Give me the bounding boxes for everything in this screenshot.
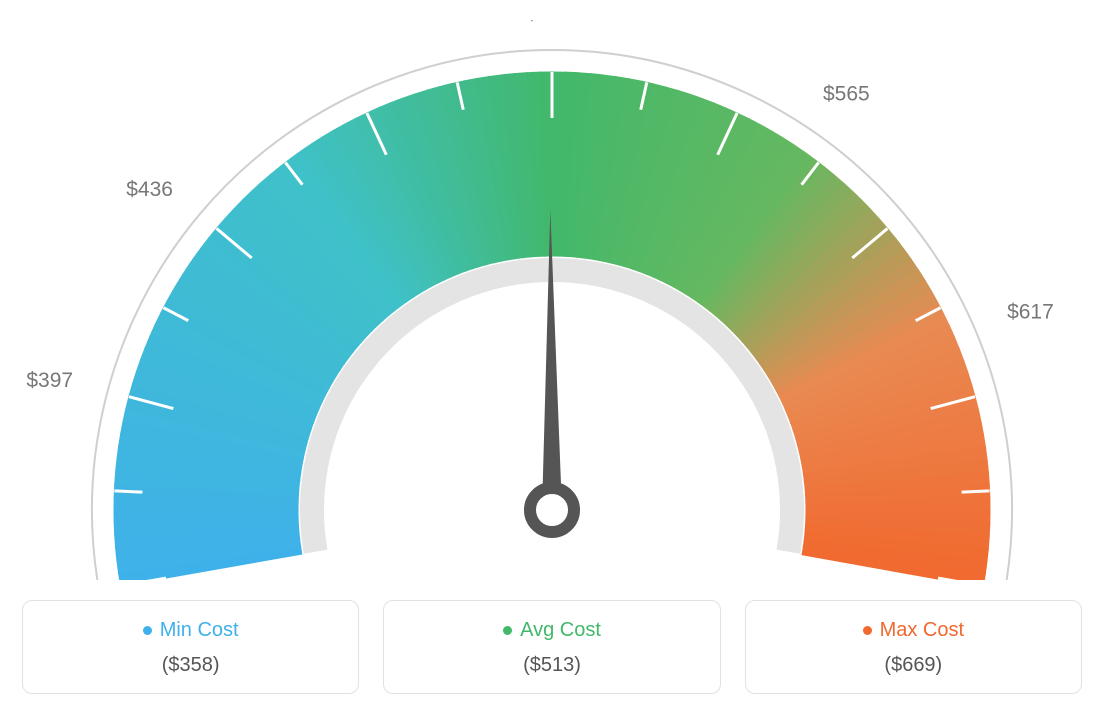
gauge-needle-hub [530,488,574,532]
legend-card-max: Max Cost ($669) [745,600,1082,694]
legend-label-avg: Avg Cost [503,619,601,642]
legend-label-max: Max Cost [863,619,964,642]
legend-text-max: Max Cost [880,619,964,642]
legend-row: Min Cost ($358) Avg Cost ($513) Max Cost… [22,600,1082,694]
legend-text-avg: Avg Cost [520,619,601,642]
legend-value-max: ($669) [756,654,1071,677]
legend-card-min: Min Cost ($358) [22,600,359,694]
legend-dot-max [863,626,872,635]
tick-label: $397 [26,369,73,392]
tick-label: $617 [1007,301,1054,324]
legend-dot-avg [503,626,512,635]
legend-dot-min [143,626,152,635]
legend-value-avg: ($513) [394,654,709,677]
tick-label: $565 [823,83,870,106]
legend-text-min: Min Cost [160,619,239,642]
legend-card-avg: Avg Cost ($513) [383,600,720,694]
tick-label: $513 [526,20,573,25]
gauge-svg: $358$397$436$513$565$617$669 [22,20,1082,580]
legend-value-min: ($358) [33,654,348,677]
cost-gauge-chart: $358$397$436$513$565$617$669 [22,20,1082,580]
legend-label-min: Min Cost [143,619,239,642]
tick-label: $436 [126,178,173,201]
